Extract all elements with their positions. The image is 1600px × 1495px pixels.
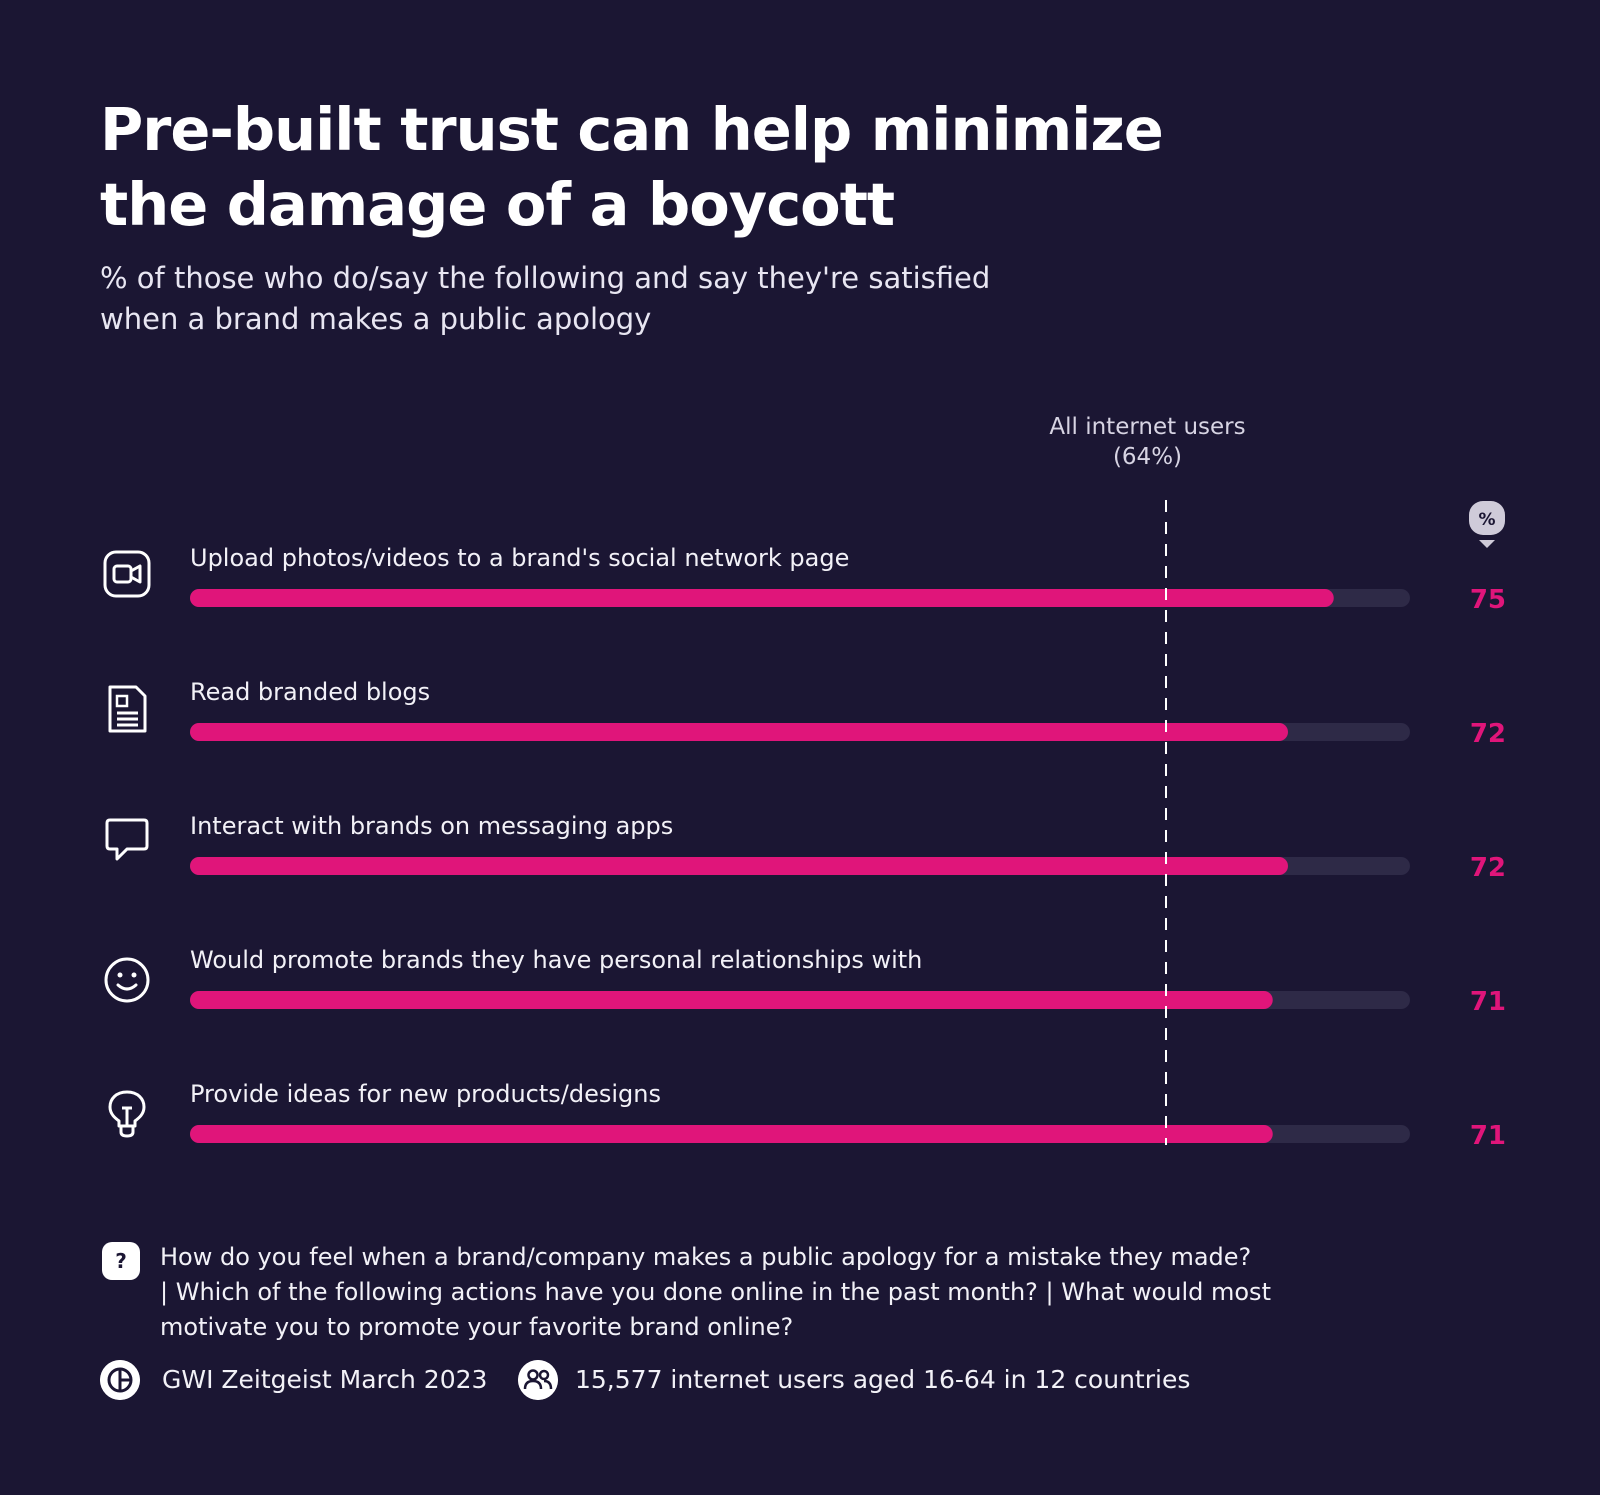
percent-badge-label: % (1478, 510, 1495, 530)
reference-label-line-1: All internet users (1049, 414, 1246, 440)
bar (190, 1125, 1273, 1143)
bar (190, 991, 1273, 1009)
bar-value: 75 (1470, 585, 1506, 615)
bar-chart: 75 72 72 71 71 (190, 500, 1506, 1151)
gwi-logo-icon (100, 1360, 140, 1400)
title-line-1: Pre-built trust can help minimize (100, 95, 1164, 164)
question-icon: ? (102, 1242, 140, 1280)
subtitle-line-2: when a brand makes a public apology (100, 302, 652, 336)
data-source: GWI Zeitgeist March 2023 (162, 1365, 488, 1394)
bar-value: 72 (1470, 719, 1506, 749)
bar-label: Upload photos/videos to a brand's social… (190, 544, 850, 572)
question-line-1: How do you feel when a brand/company mak… (160, 1243, 1252, 1271)
bar (190, 589, 1334, 607)
bar-label: Provide ideas for new products/designs (190, 1080, 661, 1108)
reference-line-label: All internet users (64%) (1010, 412, 1285, 472)
bar-label: Would promote brands they have personal … (190, 946, 923, 974)
chart-subtitle: % of those who do/say the following and … (100, 258, 1200, 340)
bar-value: 71 (1470, 1121, 1506, 1151)
smiley-face-icon (104, 957, 150, 1003)
subtitle-line-1: % of those who do/say the following and … (100, 261, 991, 295)
chat-bubble-icon (105, 818, 149, 861)
bar-value: 71 (1470, 987, 1506, 1017)
video-camera-icon (103, 550, 151, 598)
bar-value: 72 (1470, 853, 1506, 883)
reference-label-line-2: (64%) (1112, 444, 1183, 470)
document-icon (108, 685, 147, 733)
title-line-2: the damage of a boycott (100, 170, 895, 239)
question-line-3: motivate you to promote your favorite br… (160, 1313, 794, 1341)
survey-question: How do you feel when a brand/company mak… (160, 1240, 1340, 1345)
people-icon (518, 1360, 558, 1400)
bar-label: Interact with brands on messaging apps (190, 812, 674, 840)
bar (190, 857, 1288, 875)
bar (190, 723, 1288, 741)
chart-title: Pre-built trust can help minimize the da… (100, 92, 1300, 242)
sample-size: 15,577 internet users aged 16-64 in 12 c… (575, 1365, 1191, 1394)
question-line-2: | Which of the following actions have yo… (160, 1278, 1271, 1306)
bar-label: Read branded blogs (190, 678, 431, 706)
lightbulb-icon (108, 1090, 146, 1138)
percent-badge-icon: % (1469, 501, 1505, 548)
